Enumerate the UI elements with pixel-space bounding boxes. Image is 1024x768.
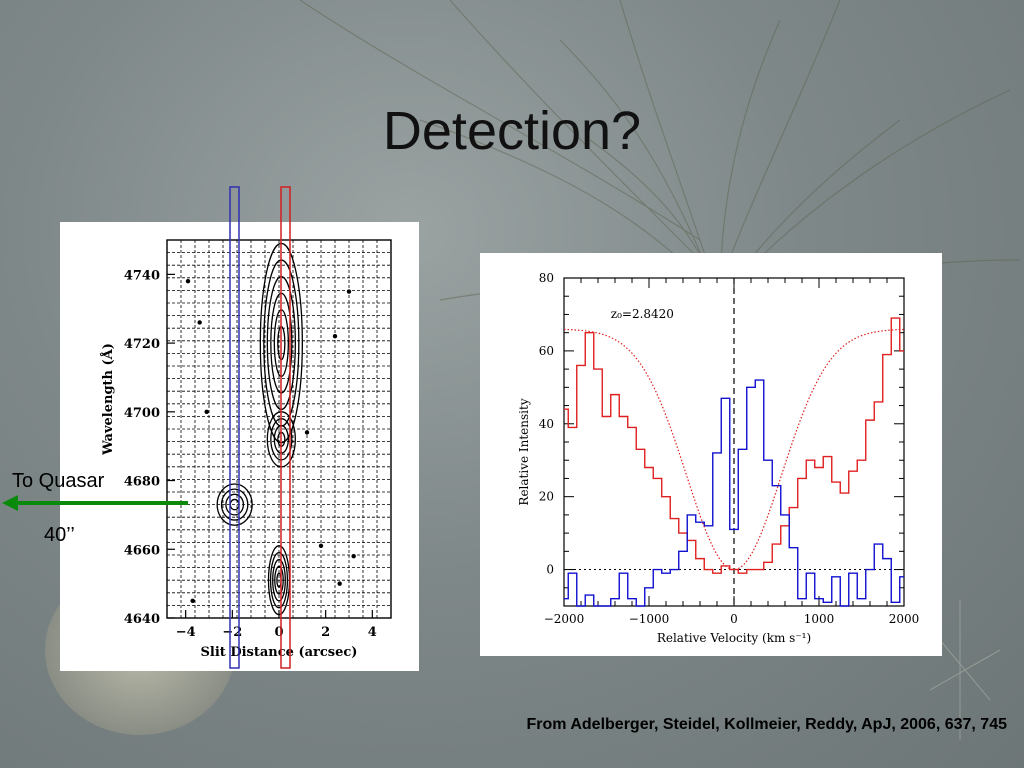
y-tick-label: 4700 xyxy=(124,406,160,421)
noise-speck xyxy=(197,320,202,325)
noise-speck xyxy=(337,581,342,586)
slide-title: Detection? xyxy=(382,101,642,161)
slit-spectrum-chart: −4 −2 0 2 4 4640 4660 4680 4700 4720 4740 Slit Dist… xyxy=(100,239,392,660)
y-tick-label: 4680 xyxy=(124,475,160,490)
contour-line xyxy=(277,325,286,361)
x-tick-label: −4 xyxy=(176,625,196,640)
velocity-profile-chart: −2000 −1000 0 1000 2000 0 20 40 60 80 z₀=2.8420 Rel… xyxy=(517,271,920,645)
y-tick-label: 4720 xyxy=(124,337,160,352)
contour-line xyxy=(263,259,300,427)
x-tick-label: 2 xyxy=(321,625,330,640)
redshift-annotation: z₀=2.8420 xyxy=(611,307,674,321)
x-axis-label: Relative Velocity (km s⁻¹) xyxy=(657,631,811,645)
velocity-panel: −2000 −1000 0 1000 2000 0 20 40 60 80 z₀=2.8420 Rel… xyxy=(480,253,942,656)
y-tick-label: 4740 xyxy=(124,268,160,283)
contour-line xyxy=(277,431,286,447)
y-tick-label: 60 xyxy=(539,344,554,358)
x-tick-label: 4 xyxy=(368,625,377,640)
contour-line xyxy=(266,276,296,411)
noise-speck xyxy=(190,598,195,604)
x-tick-label: 0 xyxy=(730,612,738,626)
quasar-label: To Quasar xyxy=(12,470,105,492)
noise-speck xyxy=(204,409,209,415)
x-tick-label: −2 xyxy=(222,625,242,640)
y-tick-label: 0 xyxy=(546,563,554,577)
x-tick-label: −1000 xyxy=(629,612,670,626)
x-tick-label: 0 xyxy=(274,625,283,640)
noise-speck xyxy=(318,543,324,549)
angle-label: 40’’ xyxy=(44,524,75,546)
x-tick-label: 1000 xyxy=(804,612,835,626)
x-tick-label: 2000 xyxy=(889,612,920,626)
y-tick-label: 40 xyxy=(539,417,554,431)
noise-speck xyxy=(332,334,338,339)
x-tick-label: −2000 xyxy=(544,612,585,626)
blue-series-line xyxy=(564,379,904,607)
x-axis-label: Slit Distance (arcsec) xyxy=(201,645,358,660)
noise-speck xyxy=(351,553,356,559)
y-tick-label: 4640 xyxy=(124,612,160,627)
y-tick-label: 20 xyxy=(539,490,554,504)
contour-line xyxy=(273,309,289,377)
noise-speck xyxy=(346,289,352,294)
noise-speck xyxy=(304,430,310,435)
y-tick-label: 80 xyxy=(539,271,554,285)
y-axis-label: Wavelength (Å) xyxy=(100,343,116,456)
spectrum-panel: −4 −2 0 2 4 4640 4660 4680 4700 4720 4740 Slit Dist… xyxy=(60,222,419,671)
y-tick-label: 4660 xyxy=(124,543,160,558)
citation: From Adelberger, Steidel, Kollmeier, Red… xyxy=(526,716,1008,733)
contour-line xyxy=(259,242,303,444)
noise-speck xyxy=(185,279,191,284)
contour-line xyxy=(266,411,296,468)
red-series-line xyxy=(564,317,904,574)
y-axis-label: Relative Intensity xyxy=(517,398,531,505)
